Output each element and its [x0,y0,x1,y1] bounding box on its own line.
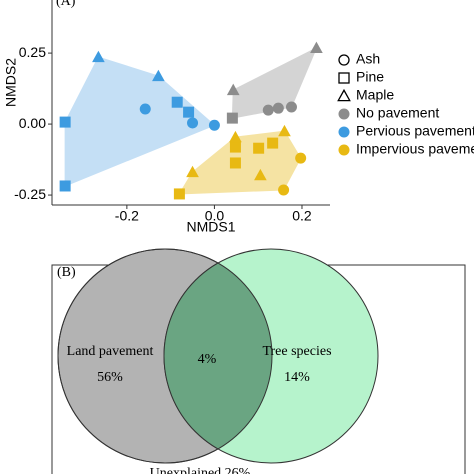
legend-symbol [338,108,350,120]
y-tick-label: -0.25 [14,186,46,202]
legend-label: Pervious pavement [356,123,474,139]
legend-label: No pavement [356,105,439,121]
point [226,83,240,96]
x-tick-label: -0.2 [115,208,139,224]
point [187,117,199,129]
legend-label: Impervious pavement [356,141,474,157]
point [186,165,199,178]
legend-symbol [338,54,350,66]
point [183,106,195,118]
point [253,142,265,154]
legend-symbol [337,88,351,102]
legend-symbol [338,72,350,84]
legend-symbol [338,126,350,138]
hull [64,56,216,187]
x-axis-label: NMDS1 [186,219,235,235]
point [152,69,165,82]
y-tick-label: 0.00 [19,115,46,131]
point [272,102,284,114]
point [173,188,185,200]
point [171,96,183,108]
y-axis-label: NMDS2 [3,58,19,107]
point [226,112,238,124]
point [208,119,220,131]
y-tick-label: 0.25 [19,44,46,60]
point [267,137,279,149]
point [59,116,71,128]
legend-label: Pine [356,69,384,85]
point [229,157,241,169]
point [92,50,105,63]
unexplained-label: Unexplained 26% [150,466,251,474]
set-name: Tree species [262,344,331,359]
set-value: 14% [284,370,310,385]
point [262,104,274,116]
panel-label: (B) [57,265,76,280]
point [278,124,291,137]
point [285,101,297,113]
point [139,103,151,115]
legend-symbol [338,144,350,156]
legend-label: Maple [356,87,394,103]
point [310,41,323,54]
point [229,141,241,153]
point [229,130,242,143]
venn-outline [57,248,273,464]
legend-label: Ash [356,51,380,67]
point [59,180,71,192]
panel-label: (A) [56,0,76,9]
venn-overlap [163,249,272,463]
set-value: 56% [97,370,123,385]
set-name: Land pavement [67,344,154,359]
point [278,184,290,196]
x-tick-label: 0.0 [205,208,225,224]
overlap-value: 4% [198,352,217,367]
x-tick-label: 0.2 [292,208,312,224]
point [295,152,307,164]
point [254,168,267,181]
